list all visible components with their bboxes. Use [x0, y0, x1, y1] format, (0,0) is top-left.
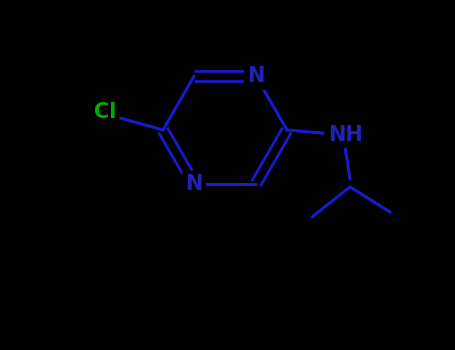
Text: N: N [185, 174, 202, 194]
Text: N: N [248, 66, 265, 86]
Text: Cl: Cl [94, 102, 116, 122]
Text: NH: NH [328, 125, 362, 145]
